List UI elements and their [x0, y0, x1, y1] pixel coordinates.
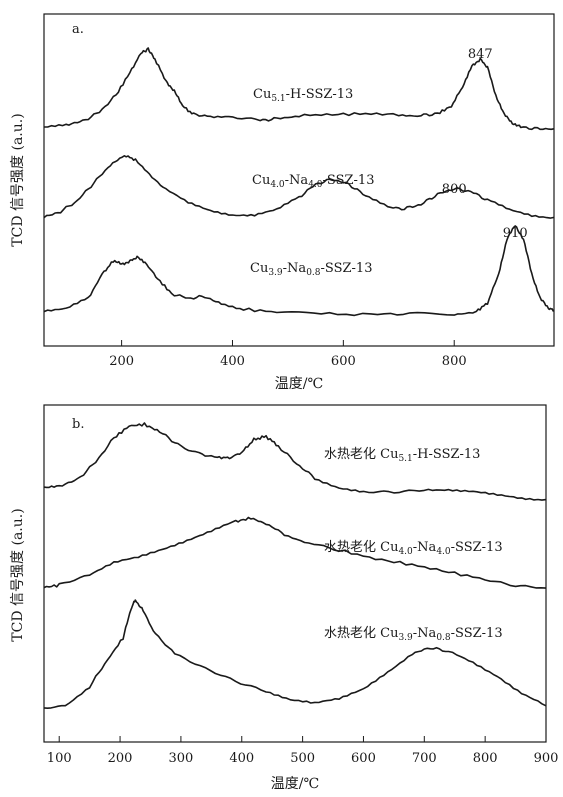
panel-a-series-1-label: Cu5.1-H-SSZ-13: [253, 87, 353, 104]
panel-a-peak-label: 800: [442, 182, 467, 197]
panel-b-x-tick-label: 400: [229, 751, 254, 766]
panel-b-x-tick-label: 800: [473, 751, 498, 766]
panel-b-x-tick-label: 500: [290, 751, 315, 766]
panel-b-series-1-label: 水热老化 Cu5.1-H-SSZ-13: [324, 447, 480, 464]
panel-a-curves: [43, 47, 555, 317]
panel-b-x-tick-label: 300: [168, 751, 193, 766]
panel-b-label: b.: [72, 417, 84, 432]
panel-b-plot-frame: [43, 404, 547, 743]
panel-b-series-labels: 水热老化 Cu5.1-H-SSZ-13 水热老化 Cu4.0-Na4.0-SSZ-…: [324, 447, 503, 643]
panel-a-y-axis-title: TCD 信号强度 (a.u.): [10, 113, 26, 246]
panel-a-series-2-curve: [43, 155, 555, 219]
panel-a-peak-label: 847: [468, 47, 493, 62]
panel-b-x-tick-label: 600: [351, 751, 376, 766]
panel-b-x-tick-label: 900: [534, 751, 559, 766]
panel-a-series-1-curve: [44, 47, 555, 131]
panel-a-x-axis-title: 温度/℃: [275, 376, 323, 392]
panel-b-series-3-label: 水热老化 Cu3.9-Na0.8-SSZ-13: [324, 626, 503, 643]
panel-b-series-1-curve: [43, 422, 547, 501]
panel-b: b. 100 200 300 400 500 600 700 800 900 水热老化 Cu5.…: [10, 404, 559, 792]
panel-a: a. 200 400 600 800 Cu5.1-H-SSZ-13 Cu4.0-Na4.…: [10, 13, 555, 392]
panel-b-x-tick-label: 200: [108, 751, 133, 766]
panel-a-x-tick-label: 800: [442, 354, 467, 369]
panel-a-x-tick-label: 200: [109, 354, 134, 369]
panel-b-series-2-curve: [43, 516, 547, 589]
panel-b-x-ticks: 100 200 300 400 500 600 700 800 900: [47, 736, 559, 766]
panel-a-series-2-label: Cu4.0-Na4.0-SSZ-13: [252, 173, 374, 190]
panel-b-curves: [43, 422, 547, 709]
panel-a-x-tick-label: 600: [331, 354, 356, 369]
panel-a-x-ticks: 200 400 600 800: [109, 340, 467, 369]
panel-a-plot-frame: [43, 13, 555, 347]
panel-a-peak-label: 910: [503, 226, 528, 241]
panel-b-series-3-curve: [43, 599, 547, 709]
panel-b-x-axis-title: 温度/℃: [271, 776, 319, 792]
panel-b-y-axis-title: TCD 信号强度 (a.u.): [10, 508, 26, 641]
panel-a-series-3-curve: [43, 225, 555, 317]
panel-a-peak-labels: 847 800 910: [442, 47, 528, 241]
panel-a-series-3-label: Cu3.9-Na0.8-SSZ-13: [250, 261, 372, 278]
panel-a-x-tick-label: 400: [220, 354, 245, 369]
panel-a-series-labels: Cu5.1-H-SSZ-13 Cu4.0-Na4.0-SSZ-13 Cu3.9-Na…: [250, 87, 374, 278]
panel-b-series-2-label: 水热老化 Cu4.0-Na4.0-SSZ-13: [324, 540, 503, 557]
panel-b-x-tick-label: 100: [47, 751, 72, 766]
panel-b-x-tick-label: 700: [412, 751, 437, 766]
panel-a-label: a.: [72, 22, 84, 37]
